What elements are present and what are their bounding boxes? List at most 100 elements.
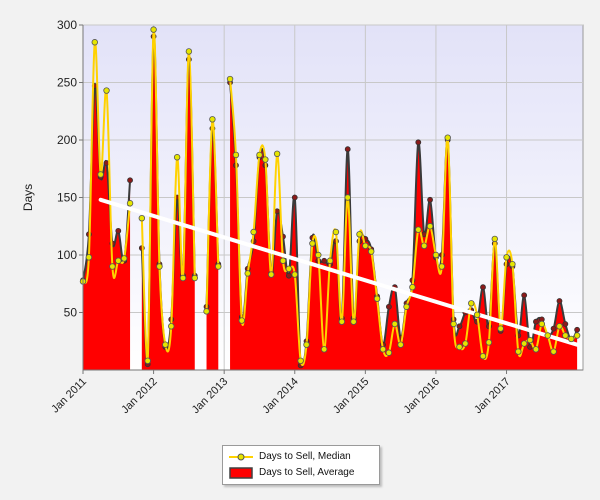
median-point	[256, 151, 263, 159]
median-point	[109, 263, 116, 270]
median-point	[97, 171, 104, 178]
average-area	[141, 35, 195, 370]
average-point	[344, 146, 351, 153]
legend: Days to Sell, Median Days to Sell, Avera…	[222, 445, 380, 485]
median-point	[185, 48, 193, 55]
legend-average-label: Days to Sell, Average	[259, 467, 355, 478]
average-point	[550, 325, 557, 332]
median-point	[485, 339, 493, 346]
x-tick-label: Jan 2011	[49, 376, 89, 416]
x-tick-label: Jan 2017	[472, 376, 512, 416]
median-point	[362, 242, 369, 249]
median-point	[562, 332, 569, 339]
average-area	[230, 82, 578, 370]
average-point	[115, 227, 122, 234]
median-point	[520, 340, 528, 347]
median-point	[432, 251, 440, 259]
median-point	[156, 263, 163, 270]
x-tick-label: Jan 2012	[119, 376, 159, 416]
average-point	[562, 321, 569, 327]
average-area	[83, 85, 131, 371]
median-point	[356, 231, 363, 238]
median-point	[309, 240, 316, 247]
y-tick-label: 250	[57, 76, 77, 90]
median-point	[144, 357, 151, 364]
median-point	[209, 116, 216, 123]
median-point	[297, 357, 304, 364]
median-point	[526, 336, 534, 344]
y-tick-label: 300	[57, 18, 77, 32]
median-point	[368, 248, 375, 255]
median-point	[191, 274, 198, 282]
average-point	[185, 56, 192, 63]
median-point	[150, 26, 157, 33]
median-point	[479, 353, 487, 360]
median-point	[515, 348, 522, 355]
median-point	[168, 323, 175, 330]
median-point	[403, 303, 410, 310]
median-point	[373, 295, 381, 302]
median-point	[115, 257, 122, 264]
x-tick-label: Jan 2016	[402, 376, 442, 416]
median-point	[215, 263, 222, 270]
average-point	[321, 257, 328, 264]
median-point	[291, 271, 298, 278]
average-point	[521, 292, 528, 299]
median-point	[226, 75, 234, 83]
median-point	[285, 265, 293, 272]
y-tick-label: 200	[57, 133, 77, 147]
median-point	[85, 254, 93, 261]
median-point	[426, 223, 434, 230]
median-point	[268, 271, 275, 278]
median-point	[397, 341, 404, 348]
median-point	[538, 320, 546, 328]
median-point	[326, 257, 334, 264]
median-point	[126, 200, 134, 207]
median-point	[138, 214, 146, 222]
median-point	[244, 270, 251, 277]
average-point	[291, 194, 298, 201]
y-tick-label: 100	[57, 248, 77, 262]
median-point	[532, 346, 540, 353]
median-point	[550, 348, 557, 355]
median-point	[273, 150, 281, 157]
median-point	[444, 134, 451, 141]
median-point	[332, 228, 340, 236]
median-point	[303, 341, 310, 348]
median-point	[568, 335, 575, 343]
median-point	[450, 320, 457, 328]
average-point	[274, 208, 281, 215]
median-point	[232, 151, 240, 159]
x-tick-label: Jan 2014	[260, 376, 300, 416]
median-point	[338, 318, 346, 325]
median-point	[250, 228, 257, 236]
median-point	[91, 39, 98, 46]
chart: 50 100 150 200 250 300 Jan 2011 Jan 2012 Jan 201…	[21, 18, 584, 416]
median-point	[120, 255, 128, 262]
median-swatch-icon	[229, 453, 253, 461]
average-point	[533, 318, 539, 325]
chart-svg: 50 100 150 200 250 300 Jan 2011 Jan 2012 Jan 201…	[21, 18, 584, 416]
median-point	[162, 341, 169, 348]
y-axis-label: Days	[21, 184, 35, 211]
average-point	[427, 196, 433, 203]
average-point	[574, 326, 581, 333]
y-tick-label: 50	[64, 306, 78, 320]
average-point	[385, 303, 392, 310]
median-point	[415, 226, 422, 233]
median-point	[503, 254, 510, 261]
x-tick-label: Jan 2013	[190, 376, 230, 416]
median-point	[468, 300, 475, 307]
average-point	[421, 231, 428, 238]
average-point	[285, 272, 292, 279]
legend-median-label: Days to Sell, Median	[259, 451, 351, 462]
median-point	[409, 284, 416, 291]
median-point	[315, 251, 322, 259]
median-point	[379, 346, 387, 353]
median-point	[497, 325, 504, 332]
median-point	[391, 320, 398, 328]
median-point	[462, 340, 469, 347]
median-point	[238, 317, 246, 324]
median-point	[279, 257, 287, 264]
median-point	[350, 318, 357, 325]
